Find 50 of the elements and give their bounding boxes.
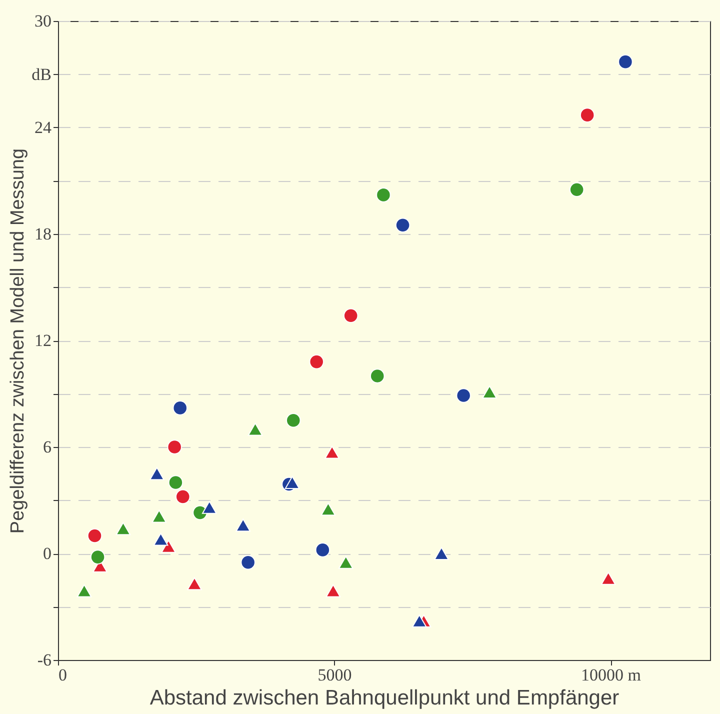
point xyxy=(580,108,595,122)
point xyxy=(376,188,391,202)
point xyxy=(338,556,354,569)
point xyxy=(248,422,263,436)
point xyxy=(161,540,176,553)
x-axis-title: Abstand zwischen Bahnquellpunkt und Empfänger xyxy=(150,686,620,710)
y-tick-label: dB xyxy=(32,64,52,84)
point xyxy=(286,412,301,428)
point xyxy=(153,532,168,546)
y-tick-label: 18 xyxy=(34,224,52,244)
point xyxy=(116,522,131,536)
point xyxy=(315,542,330,558)
point xyxy=(167,440,182,454)
point xyxy=(569,182,584,198)
point xyxy=(456,388,471,403)
point xyxy=(309,354,324,370)
point xyxy=(412,614,427,628)
point xyxy=(324,446,340,459)
point xyxy=(395,218,410,233)
point xyxy=(600,572,616,585)
y-tick-label: -6 xyxy=(37,650,52,670)
point xyxy=(370,368,385,384)
x-tick-label: 0 xyxy=(58,666,67,684)
point xyxy=(236,518,250,532)
point xyxy=(434,547,449,560)
y-tick-label: 30 xyxy=(34,12,52,30)
x-tick-label: 5000 xyxy=(318,666,352,684)
point xyxy=(152,510,167,523)
y-axis-title: Pegeldifferenz zwischen Modell und Messung xyxy=(8,148,29,534)
point xyxy=(175,489,190,504)
point xyxy=(618,54,633,70)
y-tick-label: 24 xyxy=(34,118,52,137)
y-tick-label: 12 xyxy=(34,331,52,350)
x-tick-label: 10000 m xyxy=(581,666,642,684)
y-tick-label: 0 xyxy=(43,544,52,563)
point xyxy=(76,584,92,598)
point xyxy=(343,308,358,324)
point xyxy=(87,528,102,544)
point xyxy=(202,500,217,514)
point xyxy=(284,476,300,489)
y-tick-label: 6 xyxy=(43,438,52,456)
point xyxy=(326,584,341,598)
point xyxy=(172,400,188,416)
point xyxy=(187,577,202,590)
point xyxy=(168,475,184,490)
point xyxy=(482,386,497,398)
point xyxy=(90,550,106,564)
point xyxy=(320,502,336,516)
point xyxy=(150,467,164,480)
point xyxy=(240,554,256,570)
